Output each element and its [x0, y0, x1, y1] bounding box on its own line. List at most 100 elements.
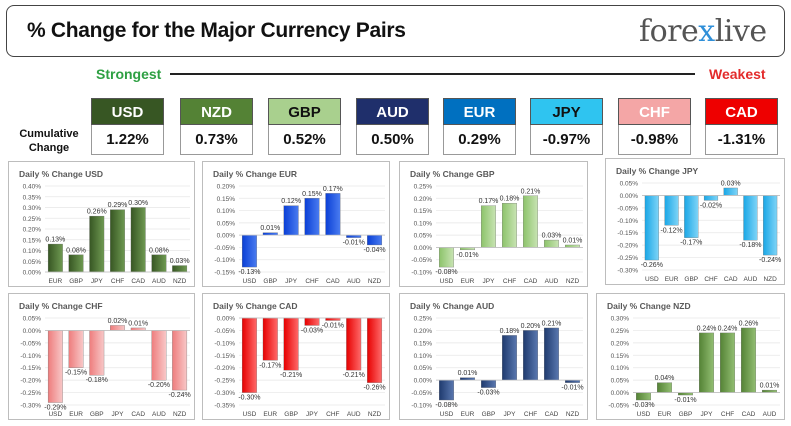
bar-cad — [325, 193, 341, 236]
x-tick-label: CHF — [524, 411, 537, 418]
bar-nzd — [172, 265, 188, 273]
header-bar: % Change for the Major Currency Pairs fo… — [6, 5, 785, 57]
bar-chf — [304, 198, 320, 236]
data-label: -0.24% — [759, 257, 781, 264]
y-tick-label: -0.10% — [617, 218, 638, 225]
bar-jpy — [110, 325, 125, 331]
bar-cad — [723, 187, 738, 196]
bar-usd — [636, 392, 652, 401]
pair-cumulative-value: 0.52% — [268, 125, 341, 155]
y-tick-label: 0.20% — [414, 328, 433, 335]
x-tick-label: JPY — [91, 278, 104, 285]
chart-panel-3: Daily % Change JPY -0.30% -0.25% -0.20% -0.1… — [605, 158, 785, 285]
chart-title: Daily % Change NZD — [607, 301, 691, 311]
y-tick-label: -0.10% — [214, 257, 235, 264]
bar-chf — [720, 332, 736, 393]
x-tick-label: CHF — [503, 278, 516, 285]
pair-cumulative-value: -1.31% — [705, 125, 778, 155]
logo-prefix: fore — [639, 14, 699, 49]
x-tick-label: USD — [440, 411, 454, 418]
data-label: 0.13% — [45, 237, 65, 244]
x-tick-label: GBP — [263, 278, 277, 285]
y-tick-label: -0.25% — [214, 378, 235, 385]
bar-nzd — [367, 234, 383, 246]
y-tick-label: -0.05% — [214, 328, 235, 335]
x-tick-label: USD — [440, 278, 454, 285]
data-label: 0.01% — [760, 383, 780, 390]
chart-svg: -0.10%-0.05%0.00%0.05%0.10%0.15%0.20%0.2… — [411, 184, 583, 285]
y-tick-label: -0.25% — [20, 390, 41, 397]
cumulative-label-line1: Cumulative — [19, 128, 79, 140]
bar-chf — [110, 209, 125, 273]
y-tick-label: 0.15% — [217, 196, 236, 203]
y-tick-label: 0.05% — [620, 181, 639, 188]
chart-panel-6: Daily % Change AUD -0.10% -0.05% 0.00% 0.05%… — [399, 293, 588, 420]
y-tick-label: -0.05% — [411, 257, 432, 264]
x-tick-label: CAD — [524, 278, 538, 285]
x-tick-label: NZD — [368, 278, 382, 285]
y-tick-label: -0.15% — [214, 353, 235, 360]
data-label: -0.12% — [660, 227, 682, 234]
data-label: 0.18% — [500, 328, 520, 335]
y-tick-label: 0.00% — [217, 316, 236, 323]
chart-panel-7: Daily % Change NZD -0.05% 0.00% 0.05% 0.10% 0… — [596, 293, 785, 420]
data-label: -0.20% — [148, 382, 170, 389]
y-tick-label: 0.15% — [611, 353, 630, 360]
pair-cumulative-value: 0.29% — [443, 125, 516, 155]
x-tick-label: AUD — [763, 411, 777, 418]
y-tick-label: -0.05% — [617, 205, 638, 212]
pair-cad: CAD -1.31% — [705, 98, 778, 155]
x-tick-label: GBP — [90, 411, 104, 418]
data-label: 0.20% — [521, 323, 541, 330]
data-label: 0.03% — [721, 180, 741, 187]
chart-svg: -0.10%-0.05%0.00%0.05%0.10%0.15%0.20%0.2… — [411, 316, 583, 419]
bar-eur — [47, 243, 63, 273]
y-tick-label: 0.15% — [23, 237, 42, 244]
x-tick-label: CHF — [305, 278, 318, 285]
y-tick-label: 0.00% — [217, 233, 236, 240]
bar-nzd — [367, 317, 383, 383]
logo-x: x — [698, 14, 715, 49]
bar-usd — [241, 317, 257, 393]
data-label: -0.01% — [456, 252, 478, 259]
bar-jpy — [283, 205, 299, 236]
y-tick-label: 0.05% — [414, 233, 433, 240]
x-tick-label: EUR — [263, 411, 277, 418]
pair-name: EUR — [443, 98, 516, 125]
pair-gbp: GBP 0.52% — [268, 98, 341, 155]
bar-aud — [743, 195, 758, 241]
data-label: -0.01% — [674, 397, 696, 404]
pair-usd: USD 1.22% — [91, 98, 164, 155]
chart-svg: -0.35%-0.30%-0.25%-0.20%-0.15%-0.10%-0.0… — [214, 316, 385, 419]
y-tick-label: 0.10% — [611, 365, 630, 372]
bar-cad — [523, 195, 539, 248]
data-label: -0.24% — [169, 392, 191, 399]
y-tick-label: -0.05% — [214, 245, 235, 252]
x-tick-label: JPY — [483, 278, 496, 285]
data-label: 0.21% — [521, 188, 541, 195]
x-tick-label: USD — [243, 278, 257, 285]
data-label: 0.08% — [66, 247, 86, 254]
pair-chf: CHF -0.98% — [618, 98, 691, 155]
x-tick-label: CAD — [724, 276, 738, 283]
y-tick-label: 0.05% — [414, 365, 433, 372]
data-label: -0.21% — [280, 372, 302, 379]
pair-cumulative-value: -0.98% — [618, 125, 691, 155]
y-tick-label: -0.30% — [617, 268, 638, 275]
x-tick-label: GBP — [69, 278, 83, 285]
y-tick-label: 0.25% — [414, 184, 433, 191]
bar-nzd — [172, 330, 188, 391]
bar-gbp — [283, 317, 299, 371]
chart-title: Daily % Change EUR — [213, 169, 298, 179]
x-tick-label: CAD — [326, 278, 340, 285]
y-tick-label: 0.10% — [23, 248, 42, 255]
pair-name: USD — [91, 98, 164, 125]
chart-panel-5: Daily % Change CAD -0.35% -0.30% -0.25% -0.2… — [202, 293, 390, 420]
x-tick-label: CAD — [131, 411, 145, 418]
y-tick-label: 0.05% — [23, 259, 42, 266]
data-label: -0.17% — [259, 362, 281, 369]
x-tick-label: AUD — [152, 278, 166, 285]
bar-cad — [543, 327, 559, 381]
y-tick-label: -0.15% — [617, 230, 638, 237]
forexlive-logo: forexlive — [639, 14, 767, 49]
